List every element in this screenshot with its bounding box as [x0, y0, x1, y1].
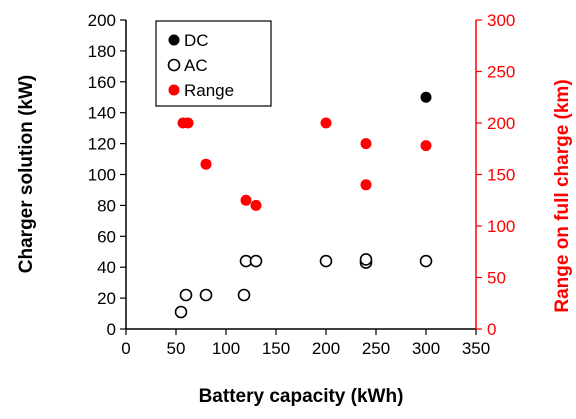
ticks: 0 50 100 150 200 250 300 3500204060801001201401…	[88, 11, 516, 358]
point-range	[360, 179, 372, 191]
y2-tick-label: 150	[487, 166, 515, 185]
point-range	[182, 117, 194, 129]
x-tick-label: 300	[412, 339, 440, 358]
point-ac	[179, 288, 193, 302]
legend-label-range: Range	[184, 81, 234, 100]
y-axis-title-right: Range on full charge (km)	[552, 79, 573, 312]
x-axis-title: Battery capacity (kWh)	[199, 386, 404, 407]
y2-tick-label: 50	[487, 269, 506, 288]
point-ac	[419, 254, 433, 268]
x-tick-label: 100	[212, 339, 240, 358]
point-ac	[199, 288, 213, 302]
x-tick-label: 250	[362, 339, 390, 358]
point-range	[200, 158, 212, 170]
legend-marker-dc	[168, 34, 180, 46]
y-tick-label: 140	[88, 104, 116, 123]
y-tick-label: 100	[88, 166, 116, 185]
point-range	[420, 140, 432, 152]
point-dc	[420, 91, 432, 103]
point-ac	[359, 253, 373, 266]
x-tick-label: 50	[167, 339, 186, 358]
data-marks	[174, 91, 433, 319]
legend-label-dc: DC	[184, 31, 209, 50]
y2-tick-label: 200	[487, 114, 515, 133]
y-tick-label: 0	[107, 320, 116, 339]
point-ac	[237, 288, 251, 302]
y-tick-label: 20	[97, 289, 116, 308]
legend-label-ac: AC	[184, 56, 208, 75]
y2-tick-label: 0	[487, 320, 496, 339]
x-tick-label: 200	[312, 339, 340, 358]
point-range	[250, 199, 262, 211]
legend: DC AC Range	[155, 20, 272, 107]
y-tick-label: 40	[97, 258, 116, 277]
point-ac	[174, 305, 188, 319]
y-tick-label: 120	[88, 135, 116, 154]
point-ac	[319, 254, 333, 268]
point-range	[360, 138, 372, 150]
point-range	[320, 117, 332, 129]
point-ac	[249, 254, 263, 268]
x-tick-label: 150	[262, 339, 290, 358]
y-tick-label: 60	[97, 227, 116, 246]
y-tick-label: 200	[88, 11, 116, 30]
y-axis-title-left: Charger solution (kW)	[16, 75, 37, 273]
y2-tick-label: 250	[487, 63, 515, 82]
y-tick-label: 160	[88, 73, 116, 92]
y-tick-label: 180	[88, 42, 116, 61]
x-tick-label: 350	[462, 339, 490, 358]
x-tick-label: 0	[121, 339, 130, 358]
y2-tick-label: 300	[487, 11, 515, 30]
point-range	[240, 194, 252, 206]
legend-marker-ac	[167, 58, 181, 72]
legend-marker-range	[168, 84, 180, 96]
y2-tick-label: 100	[487, 217, 515, 236]
y-tick-label: 80	[97, 196, 116, 215]
